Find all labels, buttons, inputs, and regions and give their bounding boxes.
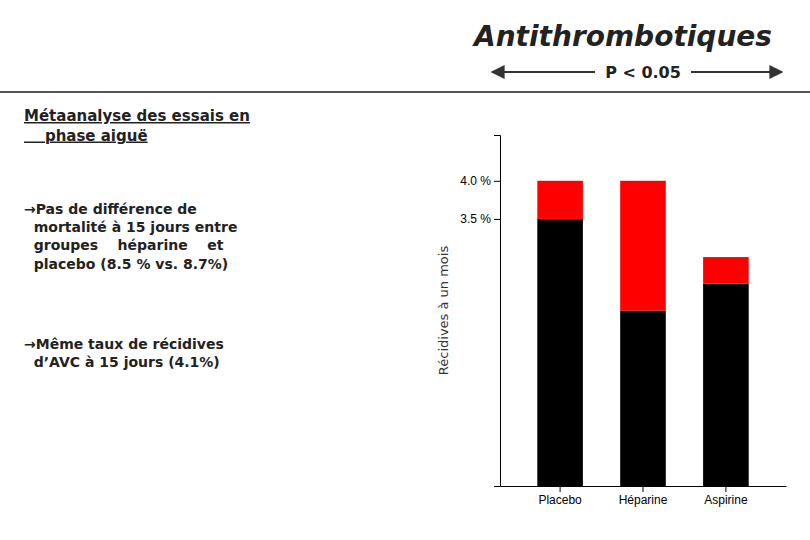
x-tick-mark	[560, 486, 561, 492]
y-tick-mark	[494, 181, 500, 182]
y-tick-label: 3.5 %	[460, 212, 491, 226]
bullet: →Même taux de récidives d’AVC à 15 jours…	[24, 336, 224, 370]
y-label: Récidives à un mois	[436, 246, 451, 376]
x-tick-mark	[643, 486, 644, 492]
p-annotation: P < 0.05	[605, 63, 681, 82]
x-axis: Placebo Héparine Aspirine	[501, 486, 787, 507]
x-tick: Héparine	[619, 486, 668, 507]
panel-heading: Métaanalyse des essais en phase aiguë	[24, 107, 250, 145]
bar-series	[537, 181, 748, 311]
bar	[703, 284, 749, 486]
bar	[703, 257, 749, 284]
bar	[620, 181, 666, 311]
title: Antithrombotiques	[472, 20, 772, 53]
bullet-line: →Même taux de récidives	[24, 336, 224, 352]
panel-heading-line: phase aiguë	[24, 127, 148, 145]
bullet-line: groupes héparine et	[24, 237, 224, 253]
bullet-line: placebo (8.5 % vs. 8.7%)	[24, 256, 228, 272]
x-tick-label: Héparine	[619, 493, 668, 507]
p-arrow	[691, 71, 782, 73]
y-axis: 3.5 % 4.0 %	[460, 136, 500, 487]
y-tick-mark	[494, 219, 500, 220]
y-tick-label: 4.0 %	[460, 174, 491, 188]
x-tick-mark	[725, 486, 726, 492]
x-tick: Placebo	[538, 486, 582, 507]
y-tick: 4.0 %	[460, 174, 500, 188]
x-tick-label: Placebo	[538, 493, 582, 507]
bar	[537, 219, 583, 486]
y-tick: 3.5 %	[460, 212, 500, 226]
bullet-line: →Pas de différence de	[24, 201, 197, 217]
bars	[537, 181, 748, 486]
chart: 3.5 % 4.0 % Placebo Héparine Aspirine Récidiv…	[0, 0, 810, 540]
y-axis-line	[494, 136, 501, 487]
bullet-line: d’AVC à 15 jours (4.1%)	[24, 354, 220, 370]
header-separator	[0, 91, 810, 93]
p-arrow	[492, 71, 595, 73]
bar	[537, 181, 583, 219]
x-tick-label: Aspirine	[704, 493, 748, 507]
x-tick: Aspirine	[704, 486, 748, 507]
panel-heading-line: Métaanalyse des essais en	[24, 107, 250, 125]
bar	[620, 311, 666, 487]
bullet: →Pas de différence de mortalité à 15 jou…	[24, 201, 237, 272]
bullet-line: mortalité à 15 jours entre	[24, 219, 237, 235]
